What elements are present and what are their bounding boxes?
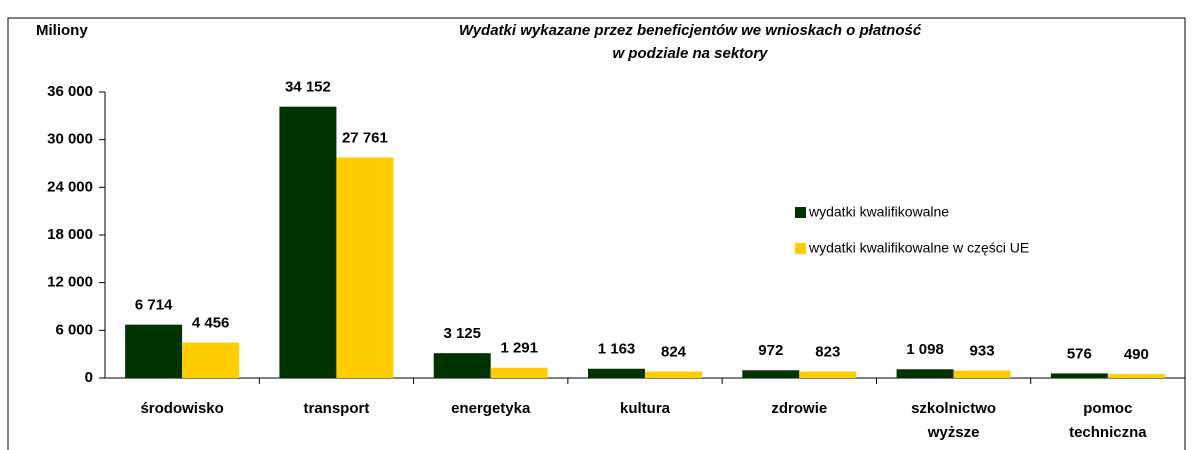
value-label: 933 [970,343,995,360]
x-tick-label: środowisko [140,400,223,417]
bar [1107,374,1165,378]
value-label: 1 163 [598,341,636,358]
x-tick-label: kultura [620,400,671,417]
chart-subtitle: w podziale na sektory [612,45,768,62]
value-label: 1 098 [906,341,944,358]
value-label: 972 [758,342,783,359]
legend-swatch [795,243,806,254]
value-label: 490 [1124,346,1149,363]
value-label: 27 761 [342,129,388,146]
y-axis-label: Miliony [36,22,88,39]
value-label: 576 [1067,345,1092,362]
chart-frame [7,17,1186,450]
bar [1050,373,1108,378]
x-tick-label: transport [304,400,370,417]
y-tick-label: 30 000 [47,131,93,148]
bar [588,368,645,378]
y-tick-label: 24 000 [47,178,93,195]
bar [433,353,491,378]
x-tick-label: energetyka [451,400,531,417]
legend-swatch [795,207,806,218]
bar [799,371,857,378]
value-label: 6 714 [135,297,173,314]
value-label: 823 [815,343,840,360]
value-label: 3 125 [443,325,481,342]
bar [279,106,337,378]
bar [645,371,702,378]
x-tick-label: szkolnictwo wyższe [911,400,996,441]
value-label: 824 [661,343,687,360]
bar [896,369,954,378]
value-label: 4 456 [192,315,230,332]
legend-label: wydatki kwalifikowalne w części UE [808,240,1029,256]
x-tick-label: zdrowie [771,400,827,417]
bar [490,367,548,378]
y-tick-label: 6 000 [55,321,93,338]
y-tick-label: 18 000 [47,226,93,243]
x-tick-label: pomoc techniczna [1069,400,1147,441]
value-label: 34 152 [285,79,331,96]
bar [953,370,1011,378]
y-tick-label: 0 [85,369,93,386]
y-tick-label: 36 000 [47,83,93,100]
bar [125,324,183,378]
bar [742,370,800,378]
chart-title: Wydatki wykazane przez beneficjentów we … [459,22,922,39]
y-tick-label: 12 000 [47,274,93,291]
bar [182,342,240,378]
value-label: 1 291 [500,340,538,357]
bar [336,157,394,378]
legend-label: wydatki kwalifikowalne [808,204,949,220]
